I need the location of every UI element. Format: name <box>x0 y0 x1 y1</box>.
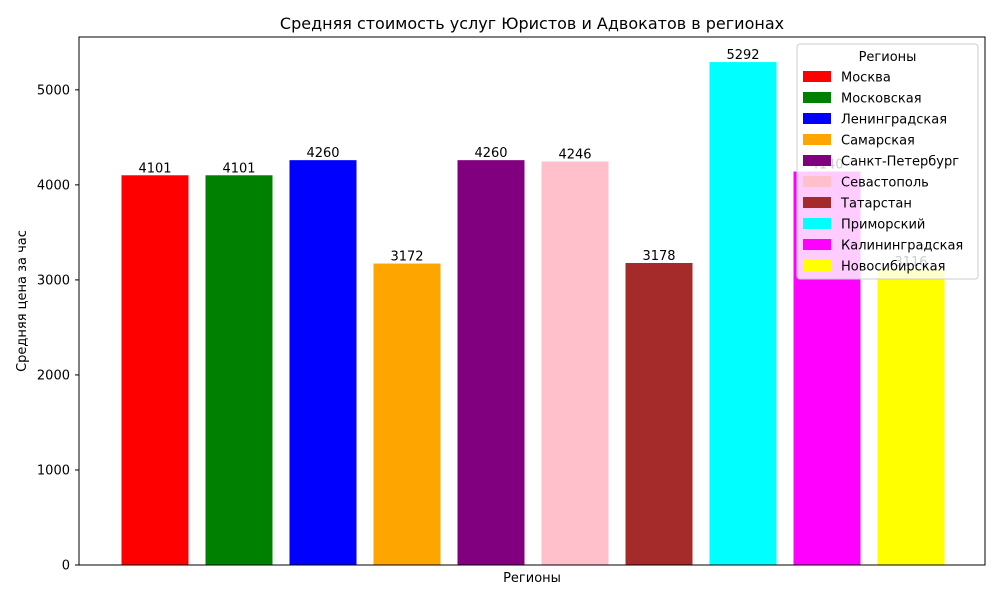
bar-8 <box>709 62 777 565</box>
plot-frame <box>78 36 986 566</box>
y-tick-label: 0 <box>62 559 70 574</box>
y-tick-label: 1000 <box>37 463 70 478</box>
legend-label-2: Московская <box>841 92 922 107</box>
y-tick-label: 2000 <box>37 368 70 383</box>
bar-value-label-5: 4260 <box>474 146 507 161</box>
bar-value-label-3: 4260 <box>306 146 339 161</box>
y-axis-ticks: 0 1000 2000 3000 4000 5000 <box>37 83 79 574</box>
bar-value-label-1: 4101 <box>138 161 171 176</box>
legend-label-10: Новосибирская <box>841 260 945 275</box>
bar-7 <box>625 262 693 565</box>
x-axis-label: Регионы <box>503 571 561 586</box>
bar-5 <box>457 160 525 565</box>
legend-label-5: Санкт-Петербург <box>841 155 959 170</box>
bar-1 <box>121 175 189 565</box>
legend-swatch-7 <box>803 197 831 208</box>
bar-value-label-8: 5292 <box>726 48 759 63</box>
legend-swatch-3 <box>803 113 831 124</box>
bars-group <box>121 62 945 566</box>
legend-swatch-4 <box>803 134 831 145</box>
plot-area: 4101410142603172426042463178529241403116… <box>37 36 986 574</box>
legend-label-9: Калининградская <box>841 239 963 254</box>
bar-value-label-4: 3172 <box>390 250 423 265</box>
bar-10 <box>877 268 945 565</box>
legend-swatch-8 <box>803 218 831 229</box>
legend: Регионы Москва Московская Ленинградская Сам… <box>796 43 979 280</box>
legend-items: Москва Московская Ленинградская Самарская Са… <box>803 71 963 275</box>
legend-label-4: Самарская <box>841 134 915 149</box>
y-tick-label: 4000 <box>37 178 70 193</box>
legend-swatch-1 <box>803 71 831 82</box>
legend-title: Регионы <box>859 50 917 65</box>
y-tick-label: 3000 <box>37 273 70 288</box>
bar-2 <box>205 175 273 565</box>
chart-title: Средняя стоимость услуг Юристов и Адвока… <box>280 14 784 33</box>
legend-label-7: Татарстан <box>840 197 912 212</box>
bar-3 <box>289 160 357 565</box>
bar-6 <box>541 161 609 566</box>
legend-swatch-6 <box>803 176 831 187</box>
y-tick-label: 5000 <box>37 83 70 98</box>
legend-label-1: Москва <box>841 71 891 86</box>
bar-4 <box>373 263 441 565</box>
bar-value-label-7: 3178 <box>642 249 675 264</box>
legend-swatch-5 <box>803 155 831 166</box>
legend-swatch-9 <box>803 239 831 250</box>
legend-label-6: Севастополь <box>841 176 929 191</box>
legend-label-3: Ленинградская <box>841 113 947 128</box>
bar-value-label-2: 4101 <box>222 161 255 176</box>
legend-swatch-2 <box>803 92 831 103</box>
y-axis-label: Средняя цена за час <box>15 230 30 372</box>
legend-swatch-10 <box>803 260 831 271</box>
legend-label-8: Приморский <box>841 218 925 233</box>
bar-value-label-6: 4246 <box>558 147 591 162</box>
legend-box <box>796 43 979 280</box>
